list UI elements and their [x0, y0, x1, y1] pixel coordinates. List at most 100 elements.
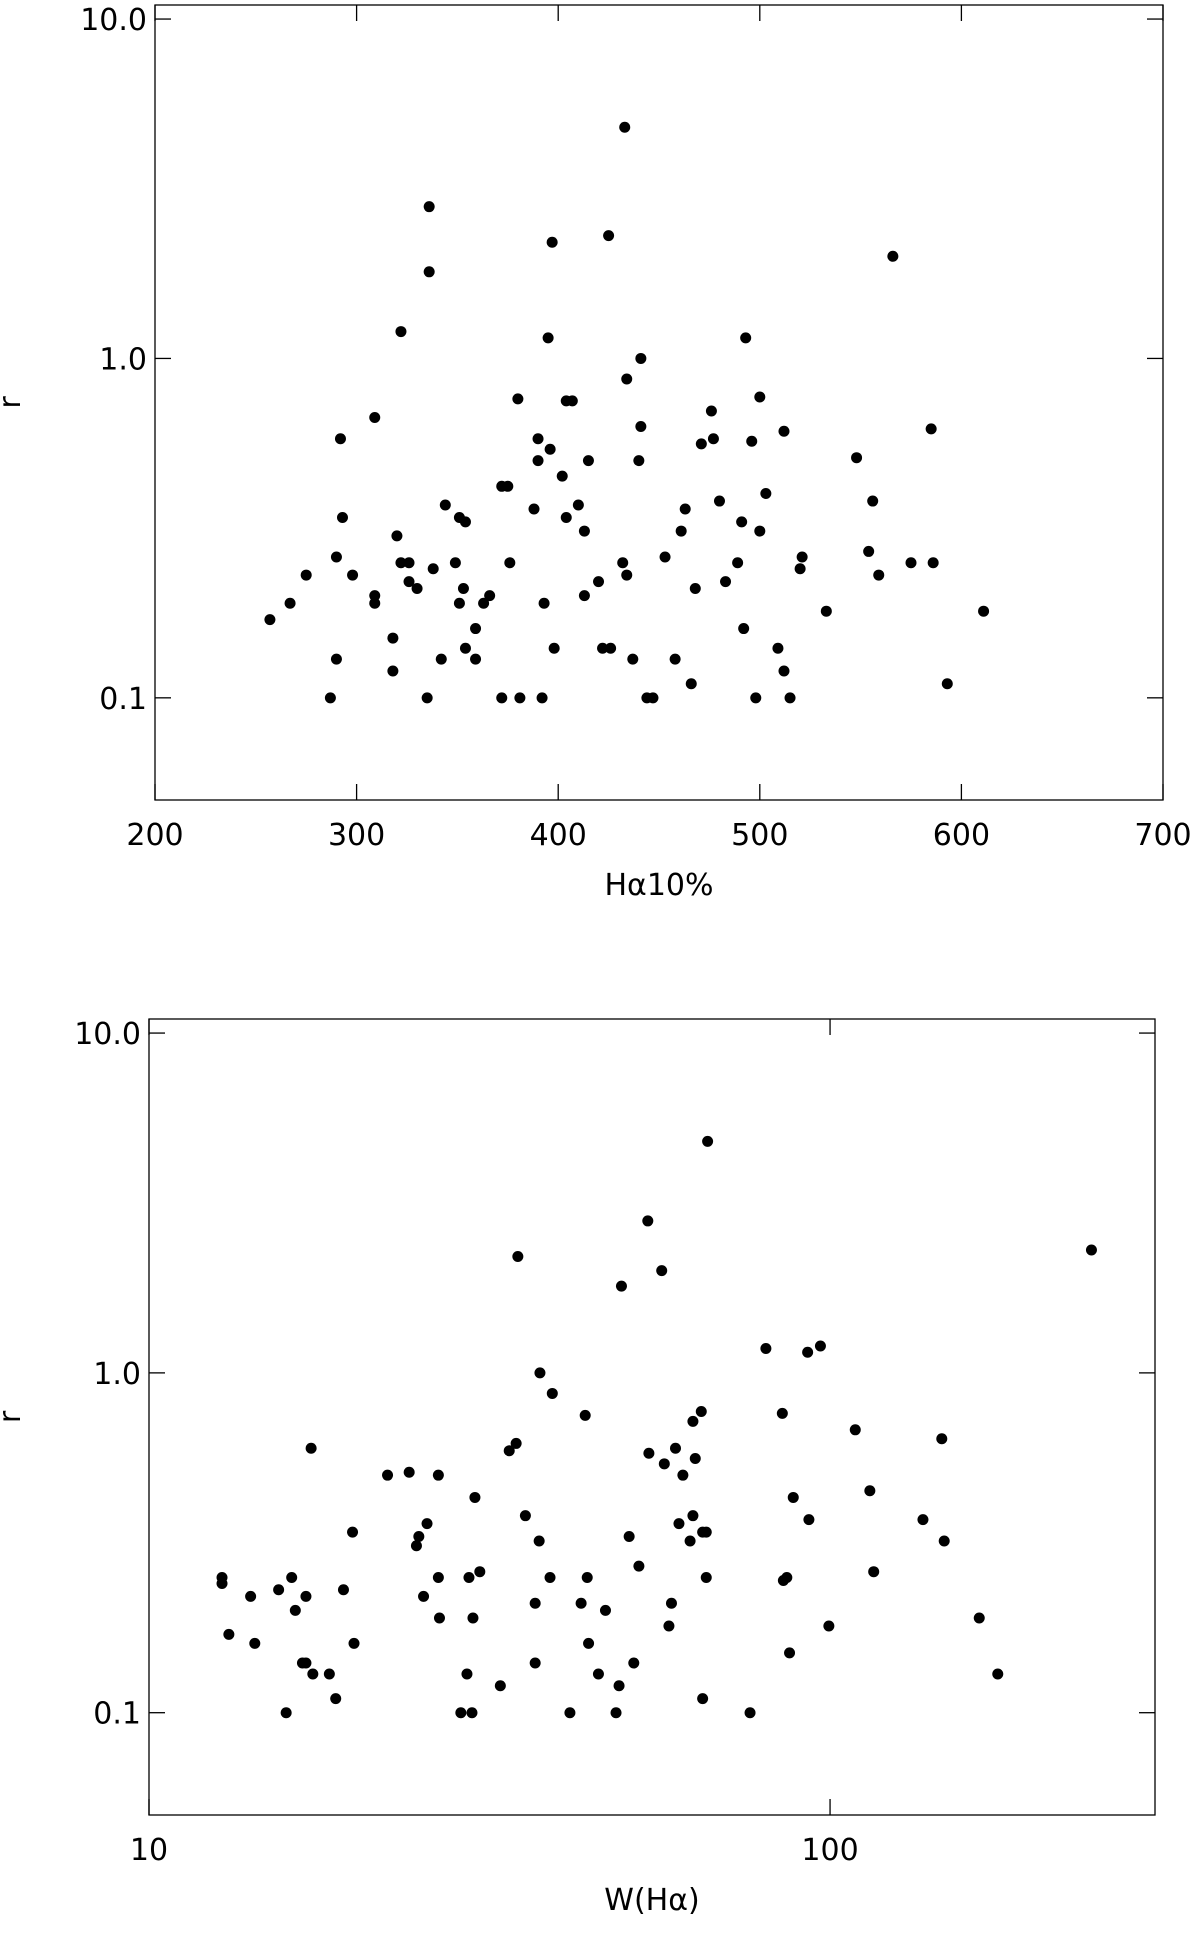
x-tick-label: 400	[530, 818, 587, 853]
data-point	[566, 395, 578, 407]
data-point	[936, 1433, 948, 1445]
data-point	[796, 551, 808, 563]
data-point	[300, 1657, 312, 1669]
data-point	[802, 1346, 814, 1358]
data-point	[582, 455, 594, 467]
data-point	[323, 1668, 335, 1680]
data-point	[781, 1571, 793, 1583]
data-point	[348, 1637, 360, 1649]
data-point	[760, 487, 772, 499]
data-point	[599, 1604, 611, 1616]
y-tick-label: 1.0	[93, 1357, 141, 1392]
data-point	[887, 250, 899, 262]
data-point	[494, 1680, 506, 1692]
data-point	[700, 1571, 712, 1583]
data-point	[453, 597, 465, 609]
data-point	[732, 557, 744, 569]
data-point	[330, 1693, 342, 1705]
data-point	[337, 1584, 349, 1596]
data-point	[864, 1485, 876, 1497]
data-point	[592, 1668, 604, 1680]
data-point	[613, 1680, 625, 1692]
data-point	[610, 1707, 622, 1719]
data-point	[633, 455, 645, 467]
data-point	[675, 525, 687, 537]
data-point	[514, 692, 526, 704]
data-point	[572, 499, 584, 511]
data-point	[461, 1668, 473, 1680]
data-point	[512, 393, 524, 405]
data-point	[605, 642, 617, 654]
data-point	[754, 525, 766, 537]
x-axis-label: W(Hα)	[604, 1883, 699, 1918]
data-point	[575, 1597, 587, 1609]
data-point	[849, 1424, 861, 1436]
data-point	[264, 614, 276, 626]
data-point	[421, 1518, 433, 1530]
data-point	[459, 516, 471, 528]
data-point	[336, 511, 348, 523]
data-point	[738, 623, 750, 635]
data-point	[455, 1707, 467, 1719]
data-point	[330, 551, 342, 563]
data-point	[760, 1342, 772, 1354]
y-axis-label: r	[0, 396, 28, 409]
data-point	[324, 692, 336, 704]
data-point	[713, 495, 725, 507]
data-point	[556, 470, 568, 482]
data-point	[643, 1447, 655, 1459]
data-point	[627, 653, 639, 665]
data-point	[307, 1668, 319, 1680]
data-point	[621, 569, 633, 581]
x-tick-label: 600	[933, 818, 990, 853]
data-point	[546, 236, 558, 248]
data-point	[439, 499, 451, 511]
data-point	[544, 443, 556, 455]
data-point	[423, 266, 435, 278]
data-point	[286, 1571, 298, 1583]
data-point	[978, 605, 990, 617]
data-point	[689, 1452, 701, 1464]
data-point	[305, 1442, 317, 1454]
data-point	[564, 1707, 576, 1719]
data-point	[504, 557, 516, 569]
data-point	[941, 678, 953, 690]
data-point	[663, 1620, 675, 1632]
y-tick-label: 10.0	[74, 1017, 141, 1052]
data-point	[772, 642, 784, 654]
data-point	[496, 692, 508, 704]
data-point	[382, 1469, 394, 1481]
data-point	[659, 551, 671, 563]
data-point	[873, 569, 885, 581]
data-point	[347, 1526, 359, 1538]
data-point	[528, 503, 540, 515]
data-point	[484, 590, 496, 602]
data-point	[628, 1657, 640, 1669]
data-point	[776, 1407, 788, 1419]
y-tick-label: 10.0	[80, 3, 147, 38]
data-point	[474, 1566, 486, 1578]
data-point	[581, 1571, 593, 1583]
data-point	[421, 692, 433, 704]
data-point	[695, 1405, 707, 1417]
data-point	[794, 563, 806, 575]
data-point	[284, 597, 296, 609]
data-point	[529, 1597, 541, 1609]
data-point	[532, 433, 544, 445]
data-point	[669, 653, 681, 665]
data-point	[529, 1657, 541, 1669]
data-point	[744, 1707, 756, 1719]
data-point	[658, 1458, 670, 1470]
data-point	[411, 582, 423, 594]
data-point	[784, 692, 796, 704]
data-point	[427, 563, 439, 575]
data-point	[669, 1442, 681, 1454]
data-point	[467, 1612, 479, 1624]
data-point	[1085, 1244, 1097, 1256]
data-point	[621, 373, 633, 385]
data-point	[685, 678, 697, 690]
data-point	[433, 1612, 445, 1624]
y-tick-label: 0.1	[99, 682, 147, 717]
data-point	[387, 665, 399, 677]
data-point	[687, 1415, 699, 1427]
